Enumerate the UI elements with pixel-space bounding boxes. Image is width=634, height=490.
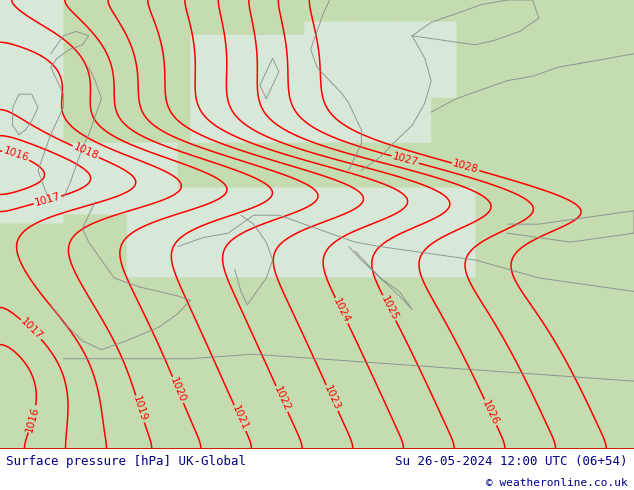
Text: 1023: 1023 <box>322 384 342 412</box>
Text: © weatheronline.co.uk: © weatheronline.co.uk <box>486 477 628 488</box>
Text: 1020: 1020 <box>168 376 188 404</box>
Text: Surface pressure [hPa] UK-Global: Surface pressure [hPa] UK-Global <box>6 455 247 468</box>
Text: 1028: 1028 <box>451 158 479 175</box>
Text: 1017: 1017 <box>34 192 61 208</box>
Text: Su 26-05-2024 12:00 UTC (06+54): Su 26-05-2024 12:00 UTC (06+54) <box>395 455 628 468</box>
Text: 1021: 1021 <box>230 404 250 432</box>
Text: 1016: 1016 <box>24 405 41 433</box>
Text: 1022: 1022 <box>272 385 292 413</box>
Text: 1016: 1016 <box>2 146 30 164</box>
Text: 1019: 1019 <box>131 395 149 423</box>
Text: 1025: 1025 <box>378 294 399 322</box>
Text: 1017: 1017 <box>18 317 44 342</box>
Text: 1026: 1026 <box>481 398 501 426</box>
Text: 1024: 1024 <box>332 296 352 325</box>
Text: 1027: 1027 <box>391 151 419 168</box>
Text: 1018: 1018 <box>72 142 100 162</box>
